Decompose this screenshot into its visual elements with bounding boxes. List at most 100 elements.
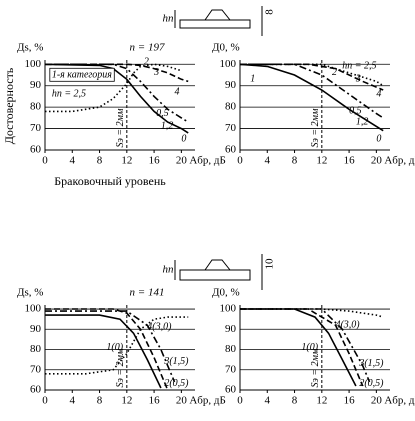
annotation: 0,5 [156, 108, 169, 119]
annotation: 1,2 [161, 121, 174, 132]
x-tick-label: 4 [70, 155, 76, 167]
y-tick-label: 100 [25, 303, 42, 315]
y-tick-label: 90 [30, 323, 42, 335]
curve [44, 63, 189, 134]
y-tick-label: 100 [220, 303, 237, 315]
x-axis-label: Aбр, дБ [384, 155, 415, 167]
x-axis-label: Aбр, дБ [189, 155, 225, 167]
x-tick-label: 12 [316, 395, 327, 407]
y-tick-label: 100 [25, 58, 42, 70]
x-tick-label: 20 [371, 395, 383, 407]
curve [45, 314, 162, 389]
y-tick-label: 80 [225, 101, 237, 113]
x-tick-label: 20 [176, 395, 188, 407]
annotation-box [49, 67, 115, 82]
x-tick-label: 12 [121, 395, 132, 407]
curve [239, 63, 384, 132]
annotation: 2 [144, 56, 149, 67]
chart-title: n = 197 [130, 42, 165, 54]
y-tick-label: 60 [225, 384, 237, 396]
x-tick-label: 16 [149, 155, 161, 167]
x-tick-label: 16 [344, 395, 356, 407]
threshold-label: Sэ = 2мм [310, 108, 321, 148]
annotation: 3(1,5) [358, 358, 384, 369]
annotation: 0 [376, 134, 381, 145]
annotation: 2(0,5) [164, 378, 189, 389]
y-axis-title: Достоверность [2, 67, 16, 144]
y-tick-label: 80 [30, 343, 42, 355]
y-tick-label: 70 [225, 122, 237, 134]
x-tick-label: 16 [149, 395, 161, 407]
x-tick-label: 8 [292, 155, 298, 167]
y-tick-label: 60 [225, 144, 237, 156]
annotation: 1,2 [356, 116, 369, 127]
x-tick-label: 8 [97, 155, 103, 167]
x-tick-label: 16 [344, 155, 356, 167]
y-axis-label: Д0, % [212, 42, 240, 54]
y-tick-label: 60 [30, 384, 42, 396]
threshold-label: Sэ = 2мм [115, 108, 126, 148]
annotation: 4 [376, 89, 381, 100]
x-axis-label: Aбр, дБ [189, 395, 225, 407]
y-tick-label: 90 [225, 79, 237, 91]
diagram-thickness: 10 [264, 258, 276, 270]
annotation: 1-я категория [52, 69, 112, 80]
x-tick-label: 12 [121, 155, 132, 167]
x-tick-label: 12 [316, 155, 327, 167]
x-tick-label: 8 [97, 395, 103, 407]
curve [45, 63, 182, 113]
x-tick-label: 0 [42, 395, 48, 407]
annotation: 1(0) [106, 342, 123, 353]
x-axis-label: Aбр, дБ [384, 395, 415, 407]
annotation: 0 [181, 134, 186, 145]
annotation: 3 [153, 67, 159, 78]
y-tick-label: 80 [30, 101, 42, 113]
annotation: 2(0,5) [359, 378, 384, 389]
curve [45, 308, 169, 391]
annotation: 4 [175, 86, 180, 97]
chart-title: n = 141 [130, 287, 165, 299]
curve [240, 308, 371, 383]
annotation: 4(3,0) [335, 320, 360, 331]
y-tick-label: 90 [225, 323, 237, 335]
y-tick-label: 90 [30, 79, 42, 91]
y-tick-label: 100 [220, 58, 237, 70]
y-tick-label: 70 [30, 122, 42, 134]
x-tick-label: 0 [237, 395, 243, 407]
y-tick-label: 70 [30, 363, 42, 375]
curve [240, 308, 384, 318]
y-tick-label: 80 [225, 343, 237, 355]
x-tick-label: 4 [265, 395, 271, 407]
annotation: 1(0) [301, 342, 318, 353]
annotation: 0,5 [349, 106, 362, 117]
y-axis-label: Дs, % [17, 42, 43, 54]
x-tick-label: 0 [42, 155, 48, 167]
diagram-h: hп [163, 264, 175, 276]
diagram-thickness: 8 [264, 9, 276, 15]
weld-diagram [174, 6, 263, 290]
annotation: hп = 2,5 [342, 61, 376, 72]
annotation: 4(3,0) [147, 322, 172, 333]
threshold-label: Sэ = 2мм [115, 348, 126, 388]
x-tick-label: 8 [292, 395, 298, 407]
y-tick-label: 60 [30, 144, 42, 156]
curve [45, 63, 189, 123]
x-axis-title: Браковочный уровень [54, 174, 166, 188]
annotation: 3 [355, 74, 361, 85]
annotation: 2 [332, 67, 337, 78]
x-tick-label: 4 [265, 155, 271, 167]
curve [45, 63, 189, 83]
x-tick-label: 0 [237, 155, 243, 167]
annotation: 3(1,5) [163, 356, 189, 367]
curve [45, 316, 189, 375]
x-tick-label: 20 [371, 155, 383, 167]
annotation: 1 [250, 74, 255, 85]
y-axis-label: Д0, % [212, 287, 240, 299]
x-tick-label: 4 [70, 395, 76, 407]
annotation: hп = 2,5 [52, 89, 86, 100]
x-tick-label: 20 [176, 155, 188, 167]
y-axis-label: Дs, % [17, 287, 43, 299]
diagram-h: hп [163, 13, 175, 25]
threshold-label: Sэ = 2мм [310, 348, 321, 388]
